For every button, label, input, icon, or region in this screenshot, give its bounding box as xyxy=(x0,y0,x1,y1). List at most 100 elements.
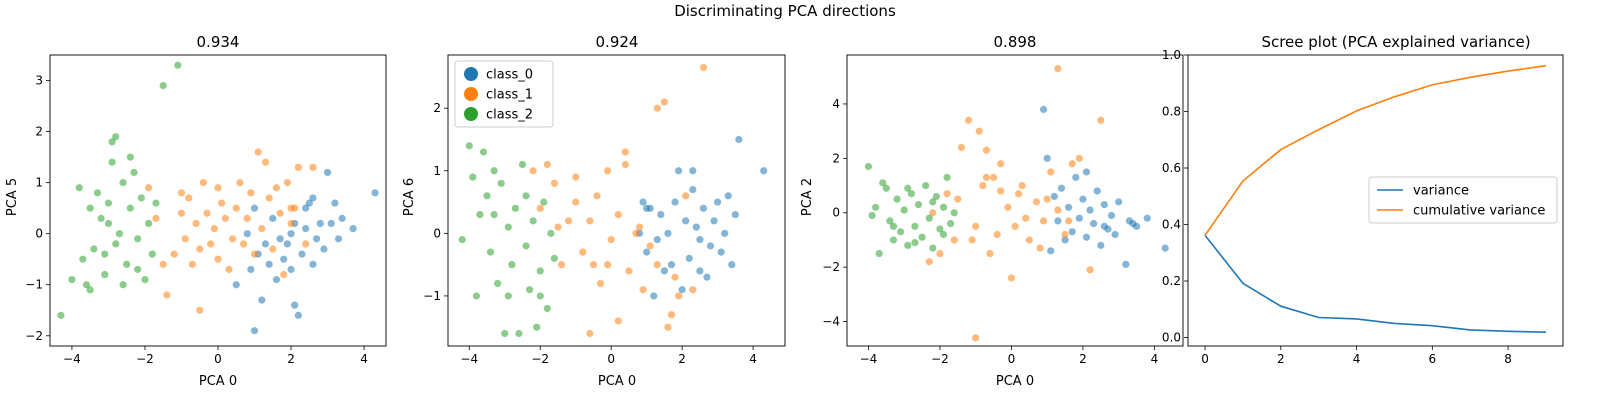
scatter-point-class-1 xyxy=(1097,116,1105,124)
scatter-point-class-0 xyxy=(320,245,328,253)
scatter-point-class-0 xyxy=(265,260,273,268)
scatter-point-class-2 xyxy=(101,250,109,258)
scatter-point-class-1 xyxy=(239,240,248,248)
scatter-point-class-1 xyxy=(929,209,937,217)
scatter-point-class-2 xyxy=(897,228,905,236)
legend-marker-class-1 xyxy=(464,87,478,101)
scatter-point-class-2 xyxy=(159,82,167,90)
scatter-point-class-1 xyxy=(943,190,951,198)
x-tick-label: −4 xyxy=(860,352,878,366)
y-tick-label: 2 xyxy=(832,151,840,165)
scatter-point-class-2 xyxy=(900,206,908,214)
scatter-point-class-1 xyxy=(1043,195,1051,203)
scatter-point-class-1 xyxy=(159,260,167,268)
y-axis-label: PCA 2 xyxy=(800,178,815,216)
scatter-point-class-1 xyxy=(699,63,708,72)
scatter-point-class-2 xyxy=(134,265,142,274)
scatter-point-class-2 xyxy=(458,236,466,244)
scatter-point-class-1 xyxy=(667,311,676,319)
scatter-point-class-0 xyxy=(232,281,240,289)
scatter-point-class-2 xyxy=(911,222,919,230)
scatter-point-class-1 xyxy=(1047,168,1055,176)
scatter-point-class-0 xyxy=(657,210,665,219)
line-series-variance xyxy=(1204,234,1547,333)
scatter-point-class-0 xyxy=(258,296,266,304)
scatter-point-class-2 xyxy=(465,142,473,150)
scatter-point-class-1 xyxy=(188,260,197,268)
scatter-point-class-1 xyxy=(982,173,991,181)
legend-label: class_0 xyxy=(486,68,533,83)
scatter-point-class-0 xyxy=(721,229,729,237)
scatter-point-class-2 xyxy=(145,219,153,228)
scatter-point-class-2 xyxy=(472,292,480,300)
legend-label: class_1 xyxy=(486,88,533,103)
scatter-point-class-0 xyxy=(710,217,718,225)
scatter-point-class-1 xyxy=(982,146,991,154)
scatter-point-class-2 xyxy=(501,329,509,338)
scatter-point-class-1 xyxy=(261,158,270,166)
scatter-point-class-1 xyxy=(170,250,178,258)
scatter-point-class-2 xyxy=(882,184,890,192)
legend-label: class_2 xyxy=(486,108,533,123)
scatter-point-class-1 xyxy=(596,279,605,288)
scatter-point-class-2 xyxy=(490,167,498,175)
scatter-point-class-2 xyxy=(932,192,940,201)
x-tick-label: −2 xyxy=(531,352,549,366)
scatter-point-class-2 xyxy=(508,261,516,269)
panel-title: 0.934 xyxy=(197,33,240,51)
scatter-point-class-0 xyxy=(682,217,690,225)
scatter-point-class-2 xyxy=(529,217,537,225)
scatter-point-class-2 xyxy=(914,200,923,209)
scatter-point-class-1 xyxy=(986,249,994,258)
y-tick-label: 0.6 xyxy=(1162,161,1181,175)
scatter-point-class-2 xyxy=(939,203,948,211)
scatter-point-class-0 xyxy=(1072,173,1080,181)
scatter-point-class-2 xyxy=(497,179,505,187)
scatter-point-class-2 xyxy=(152,199,160,207)
scatter-point-class-1 xyxy=(964,116,973,124)
scatter-point-class-0 xyxy=(243,230,251,238)
scatter-point-class-1 xyxy=(152,214,160,222)
scatter-point-class-0 xyxy=(643,204,651,212)
scatter-point-class-1 xyxy=(177,189,186,197)
scatter-point-class-2 xyxy=(126,204,134,212)
scatter-point-class-0 xyxy=(371,189,379,197)
scatter-point-class-2 xyxy=(130,168,138,177)
y-tick-label: 0.2 xyxy=(1162,274,1181,288)
scatter-point-class-0 xyxy=(327,219,335,228)
scatter-point-class-1 xyxy=(309,163,317,171)
scatter-point-class-2 xyxy=(137,194,145,202)
scatter-point-class-1 xyxy=(632,229,640,237)
scatter-point-class-1 xyxy=(671,273,679,281)
scatter-point-class-2 xyxy=(540,198,548,206)
scatter-point-class-1 xyxy=(653,261,661,269)
x-tick-label: 4 xyxy=(360,352,368,366)
scatter-point-class-1 xyxy=(1086,266,1094,274)
scatter-point-class-1 xyxy=(957,143,965,152)
scatter-point-class-0 xyxy=(678,286,686,294)
scatter-point-class-1 xyxy=(593,192,601,200)
scatter-point-class-0 xyxy=(1111,230,1119,239)
x-tick-label: 2 xyxy=(1079,352,1087,366)
scatter-point-class-0 xyxy=(714,198,722,206)
scatter-point-class-0 xyxy=(1093,187,1101,195)
scatter-point-class-2 xyxy=(911,239,919,247)
scatter-point-class-2 xyxy=(90,245,98,253)
y-tick-label: 4 xyxy=(832,97,840,111)
y-tick-label: −2 xyxy=(25,329,43,343)
scatter-point-class-0 xyxy=(247,265,255,274)
scatter-point-class-2 xyxy=(97,214,105,222)
scatter-point-class-2 xyxy=(490,210,498,219)
scatter-point-class-2 xyxy=(479,148,488,156)
scatter-point-class-0 xyxy=(689,185,697,194)
scatter-point-class-1 xyxy=(621,160,629,169)
scatter-point-class-1 xyxy=(586,217,594,225)
scatter-point-class-2 xyxy=(68,276,76,284)
y-tick-label: 3 xyxy=(35,74,43,88)
scatter-point-class-2 xyxy=(483,192,491,200)
scatter-point-class-0 xyxy=(650,292,658,300)
scatter-point-class-0 xyxy=(1107,211,1116,220)
scatter-point-class-1 xyxy=(177,209,186,217)
scatter-point-class-2 xyxy=(134,235,142,243)
scree-plot-panel: Scree plot (PCA explained variance) 0 2 4 6… xyxy=(1162,33,1564,366)
